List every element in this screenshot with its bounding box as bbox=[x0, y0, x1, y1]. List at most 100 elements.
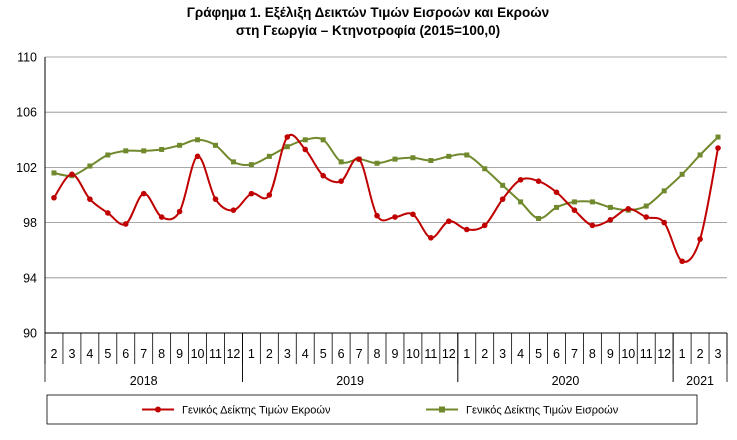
data-point bbox=[679, 171, 685, 177]
data-point bbox=[284, 134, 291, 140]
y-tick-label: 90 bbox=[23, 327, 37, 341]
data-point bbox=[428, 158, 434, 163]
data-point bbox=[194, 153, 201, 160]
data-point bbox=[482, 166, 488, 172]
data-point bbox=[697, 236, 703, 242]
y-tick-label: 102 bbox=[16, 161, 37, 175]
x-tick-label: 1 bbox=[463, 347, 470, 361]
data-point bbox=[140, 190, 147, 197]
data-point bbox=[213, 142, 218, 148]
year-label: 2021 bbox=[686, 374, 714, 388]
data-point bbox=[392, 214, 398, 220]
data-point bbox=[356, 156, 362, 162]
x-tick-label: 6 bbox=[122, 347, 129, 361]
data-point bbox=[158, 214, 165, 220]
data-point bbox=[607, 204, 613, 210]
data-point bbox=[589, 199, 595, 205]
x-tick-label: 12 bbox=[442, 347, 456, 361]
data-point bbox=[284, 144, 290, 150]
data-point bbox=[553, 189, 560, 196]
data-point bbox=[643, 214, 650, 220]
x-tick-label: 12 bbox=[226, 347, 240, 361]
x-tick-label: 8 bbox=[158, 347, 165, 361]
x-tick-label: 2 bbox=[266, 347, 273, 361]
legend-marker bbox=[155, 406, 161, 413]
x-tick-label: 11 bbox=[424, 347, 437, 361]
data-point bbox=[499, 196, 506, 202]
data-point bbox=[69, 171, 75, 178]
data-point bbox=[248, 190, 255, 197]
data-point bbox=[302, 137, 308, 143]
year-label: 2018 bbox=[130, 374, 158, 388]
data-point bbox=[374, 212, 380, 219]
data-point bbox=[679, 258, 685, 265]
data-point bbox=[571, 199, 577, 205]
x-tick-label: 10 bbox=[621, 347, 635, 361]
x-tick-label: 12 bbox=[657, 347, 671, 361]
data-point bbox=[536, 215, 542, 221]
data-point bbox=[212, 196, 219, 202]
data-point bbox=[481, 222, 488, 229]
data-point bbox=[320, 172, 326, 179]
data-point bbox=[715, 134, 721, 140]
data-point bbox=[248, 162, 254, 168]
data-point bbox=[392, 156, 398, 162]
y-tick-label: 94 bbox=[23, 271, 37, 285]
data-point bbox=[105, 152, 111, 158]
x-tick-label: 1 bbox=[679, 347, 686, 361]
data-point bbox=[661, 219, 667, 226]
data-point bbox=[410, 211, 416, 218]
x-tick-label: 8 bbox=[374, 347, 381, 361]
x-tick-label: 3 bbox=[499, 347, 506, 361]
x-tick-label: 10 bbox=[191, 347, 205, 361]
data-point bbox=[661, 188, 667, 194]
data-point bbox=[177, 142, 183, 148]
y-axis: 90 94 98 102 106 110 bbox=[16, 51, 46, 341]
x-tick-label: 9 bbox=[391, 347, 398, 361]
data-point bbox=[535, 178, 542, 184]
data-point bbox=[446, 153, 452, 159]
x-tick-label: 5 bbox=[320, 347, 327, 361]
data-point bbox=[320, 137, 326, 143]
data-point bbox=[87, 196, 93, 202]
x-tick-label: 2 bbox=[50, 347, 57, 361]
data-point bbox=[697, 152, 703, 158]
legend-label: Γενικός Δείκτης Τιμών Εκροών bbox=[182, 405, 331, 417]
legend: Γενικός Δείκτης Τιμών Εκροών Γενικός Δείκ… bbox=[46, 394, 698, 425]
x-tick-label: 7 bbox=[571, 347, 578, 361]
data-point bbox=[571, 207, 578, 213]
data-point bbox=[643, 203, 649, 209]
x-tick-label: 6 bbox=[338, 347, 345, 361]
data-point bbox=[123, 148, 129, 154]
data-point bbox=[517, 177, 524, 183]
data-point bbox=[302, 146, 309, 153]
y-tick-label: 110 bbox=[17, 51, 37, 65]
data-point bbox=[589, 222, 596, 229]
y-tick-label: 98 bbox=[23, 216, 37, 230]
data-point bbox=[230, 159, 236, 165]
data-point bbox=[554, 204, 559, 210]
x-tick-label: 9 bbox=[176, 347, 183, 361]
data-point bbox=[625, 206, 632, 212]
series-line-0 bbox=[53, 133, 720, 263]
x-tick-label: 10 bbox=[406, 347, 420, 361]
data-point bbox=[500, 182, 506, 188]
chart-title-line1: Γράφημα 1. Εξέλιξη Δεικτών Τιμών Εισροών… bbox=[187, 5, 549, 20]
data-point bbox=[338, 178, 344, 184]
data-point bbox=[51, 170, 57, 176]
x-tick-label: 4 bbox=[302, 347, 309, 361]
data-point bbox=[105, 210, 111, 216]
year-label: 2020 bbox=[552, 374, 580, 388]
x-tick-label: 11 bbox=[209, 347, 222, 361]
x-tick-label: 7 bbox=[140, 347, 147, 361]
data-point bbox=[230, 207, 237, 213]
data-point bbox=[266, 153, 272, 159]
data-point bbox=[446, 218, 452, 225]
x-axis: 2 3 4 5 6 7 8 9 10 11 12 1 2 3 4 5 6 7 8 9 10 11 12 1 2 3 4 5 6 7 8 9 10… bbox=[44, 333, 728, 388]
data-point bbox=[715, 145, 721, 151]
data-point bbox=[51, 194, 57, 201]
series-layer bbox=[51, 133, 721, 265]
data-point bbox=[338, 159, 344, 165]
x-tick-label: 11 bbox=[640, 347, 653, 361]
